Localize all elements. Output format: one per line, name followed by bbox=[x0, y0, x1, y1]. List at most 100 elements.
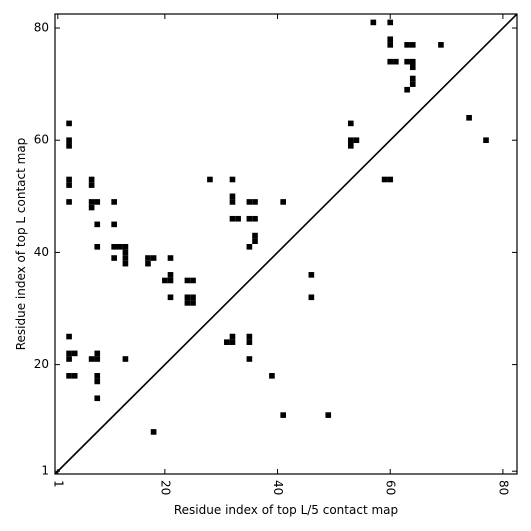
contact-cell bbox=[66, 120, 72, 127]
y-tick-label: 60 bbox=[34, 133, 49, 147]
contact-cell bbox=[246, 339, 253, 345]
contact-cell bbox=[353, 137, 360, 144]
contact-cell bbox=[252, 215, 258, 222]
contact-cell bbox=[94, 378, 101, 385]
contact-cell bbox=[66, 373, 72, 379]
contact-cell bbox=[252, 199, 258, 205]
contact-cell bbox=[111, 255, 117, 261]
contact-cell bbox=[94, 244, 101, 250]
contact-cell bbox=[66, 137, 72, 144]
contact-cell bbox=[409, 81, 416, 87]
contact-cell bbox=[150, 429, 157, 435]
contact-cell bbox=[229, 199, 236, 205]
contact-cell bbox=[325, 412, 332, 418]
contact-cell bbox=[409, 64, 416, 71]
contact-cell bbox=[246, 333, 253, 340]
contact-cell bbox=[246, 215, 253, 222]
x-tick-label: 1 bbox=[51, 480, 65, 488]
contact-cell bbox=[122, 255, 129, 261]
contact-cell bbox=[122, 244, 129, 250]
contact-cell bbox=[190, 300, 196, 306]
plot-frame bbox=[54, 13, 518, 475]
contact-cell bbox=[409, 42, 416, 48]
contact-cell bbox=[229, 333, 236, 340]
contact-cell bbox=[184, 294, 191, 301]
contact-cell bbox=[94, 221, 101, 228]
y-axis-title: Residue index of top L contact map bbox=[14, 138, 28, 351]
contact-cell bbox=[88, 176, 95, 183]
contact-cell bbox=[88, 204, 95, 211]
contact-cell bbox=[409, 75, 416, 82]
x-axis-ticks: 1 20 40 60 80 bbox=[51, 14, 510, 495]
contact-cell bbox=[122, 260, 129, 267]
x-axis-title: Residue index of top L/5 contact map bbox=[174, 503, 398, 517]
contact-cell bbox=[66, 176, 72, 183]
contact-cell bbox=[207, 176, 213, 183]
contact-cell bbox=[111, 244, 117, 250]
contact-cell bbox=[184, 277, 191, 284]
diagonal-line bbox=[54, 13, 518, 475]
contact-cell bbox=[409, 58, 416, 65]
contact-cell bbox=[466, 114, 472, 121]
contact-cell bbox=[229, 339, 236, 345]
contact-cell bbox=[252, 232, 258, 239]
contact-cell bbox=[280, 199, 286, 205]
contact-cell bbox=[94, 356, 101, 362]
contact-cell bbox=[387, 42, 394, 48]
contact-cell bbox=[347, 143, 354, 149]
contact-cell bbox=[404, 58, 410, 65]
contact-cell bbox=[111, 221, 117, 228]
contact-cell bbox=[150, 255, 157, 261]
contact-cell bbox=[404, 42, 410, 48]
contact-cell bbox=[308, 272, 315, 278]
contact-cell bbox=[269, 373, 275, 379]
contact-cell bbox=[224, 339, 230, 345]
contact-cell bbox=[66, 143, 72, 149]
contact-cell bbox=[246, 356, 253, 362]
y-tick-label: 1 bbox=[41, 464, 49, 478]
contact-cell bbox=[167, 294, 174, 301]
contact-cell bbox=[229, 215, 236, 222]
x-tick-label: 60 bbox=[384, 480, 398, 495]
y-tick-label: 20 bbox=[34, 357, 49, 371]
contact-cell bbox=[190, 294, 196, 301]
contact-cell bbox=[122, 249, 129, 256]
contact-cell bbox=[483, 137, 489, 144]
contact-cell bbox=[66, 356, 72, 362]
contact-cell bbox=[116, 244, 123, 250]
contact-cell bbox=[94, 199, 101, 205]
contact-cell bbox=[145, 255, 151, 261]
contact-cell bbox=[94, 373, 101, 379]
contact-cell bbox=[387, 36, 394, 43]
contact-cell bbox=[246, 244, 253, 250]
contact-cell bbox=[438, 42, 444, 48]
contact-cell bbox=[88, 182, 95, 188]
x-tick-label: 80 bbox=[496, 480, 510, 495]
x-tick-label: 20 bbox=[158, 480, 172, 495]
y-axis-ticks: 1 20 40 60 80 bbox=[34, 21, 517, 478]
contact-cell bbox=[66, 199, 72, 205]
contact-cell bbox=[94, 350, 101, 357]
contact-cell bbox=[347, 120, 354, 127]
contact-cell bbox=[184, 300, 191, 306]
contact-cell bbox=[66, 182, 72, 188]
contact-cell bbox=[145, 260, 151, 267]
contact-cell bbox=[229, 176, 236, 183]
contact-cell bbox=[71, 373, 78, 379]
contact-cell bbox=[162, 277, 168, 284]
y-tick-label: 80 bbox=[34, 21, 49, 35]
contact-cell bbox=[122, 356, 129, 362]
contact-cell bbox=[88, 199, 95, 205]
contact-cell bbox=[94, 395, 101, 402]
contact-cell bbox=[387, 176, 394, 183]
contact-cell bbox=[111, 199, 117, 205]
contact-cell bbox=[167, 272, 174, 278]
contact-cell bbox=[387, 58, 394, 65]
contact-cell bbox=[404, 86, 410, 93]
contact-cell bbox=[229, 193, 236, 200]
contact-cell bbox=[190, 277, 196, 284]
contact-cell bbox=[370, 19, 377, 26]
contact-cell bbox=[167, 277, 174, 284]
contact-cell bbox=[308, 294, 315, 301]
